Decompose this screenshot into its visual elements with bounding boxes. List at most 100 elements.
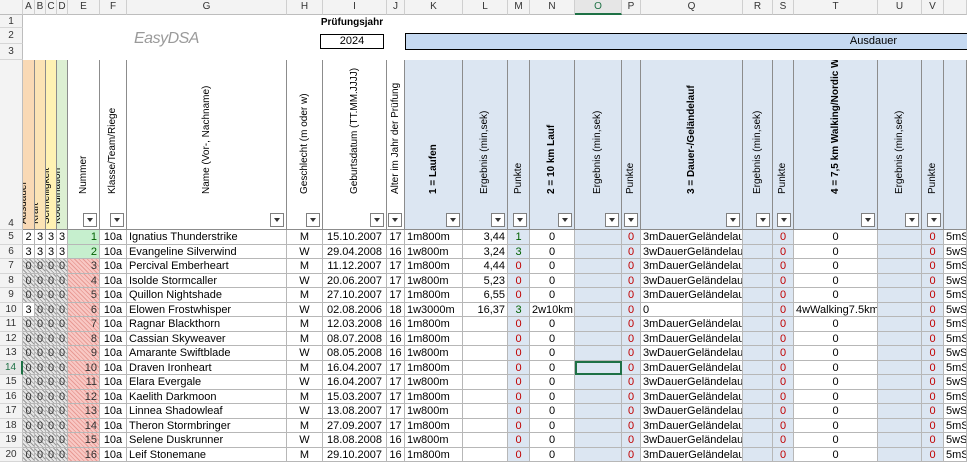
row-header[interactable]: 17 — [0, 404, 23, 419]
cell-m[interactable]: 0 — [508, 259, 530, 274]
student-number[interactable]: 1 — [68, 230, 100, 245]
cell-n[interactable]: 0 — [530, 448, 575, 462]
column-header-U[interactable]: U — [878, 0, 922, 15]
cell-m[interactable]: 0 — [508, 274, 530, 289]
cell-t[interactable]: 0 — [794, 390, 878, 405]
cell-j[interactable]: 16 — [387, 332, 405, 347]
column-header-T[interactable]: T — [794, 0, 878, 15]
cell-u[interactable] — [878, 288, 922, 303]
cell-s[interactable]: 0 — [773, 361, 794, 376]
column-header-H[interactable]: H — [287, 0, 323, 15]
cell-q[interactable]: 0 — [641, 303, 743, 318]
cell-t[interactable]: 0 — [794, 375, 878, 390]
cell-v[interactable]: 0 — [922, 375, 944, 390]
cell-v[interactable]: 0 — [922, 419, 944, 434]
cell-m[interactable]: 0 — [508, 361, 530, 376]
student-name[interactable]: Ragnar Blackthorn — [127, 317, 287, 332]
cell-r[interactable] — [743, 361, 773, 376]
cell-u[interactable] — [878, 245, 922, 260]
cell-d[interactable]: 0 — [57, 346, 68, 361]
cell-n[interactable]: 2w10km — [530, 303, 575, 318]
column-header-S[interactable]: S — [773, 0, 794, 15]
cell-n[interactable]: 0 — [530, 375, 575, 390]
cell-r[interactable] — [743, 448, 773, 462]
cell-o[interactable] — [575, 245, 622, 260]
cell-k[interactable]: 1w800m — [405, 433, 463, 448]
cell-d[interactable]: 0 — [57, 303, 68, 318]
cell-a[interactable]: 3 — [23, 245, 35, 260]
cell-b[interactable]: 0 — [35, 404, 46, 419]
cell-f[interactable]: 10a — [100, 390, 127, 405]
cell-o[interactable] — [575, 404, 622, 419]
cell-t[interactable]: 0 — [794, 346, 878, 361]
cell-b[interactable]: 0 — [35, 375, 46, 390]
cell-b[interactable]: 0 — [35, 419, 46, 434]
cell-s[interactable]: 0 — [773, 404, 794, 419]
cell-v[interactable]: 0 — [922, 448, 944, 462]
cell-j[interactable]: 17 — [387, 259, 405, 274]
cell-r[interactable] — [743, 332, 773, 347]
cell-i[interactable]: 08.07.2008 — [323, 332, 387, 347]
student-name[interactable]: Amarante Swiftblade — [127, 346, 287, 361]
column-header-Q[interactable]: Q — [641, 0, 743, 15]
cell-q[interactable]: 3mDauerGeländelauf — [641, 390, 743, 405]
cell-k[interactable]: 1m800m — [405, 288, 463, 303]
cell-k[interactable]: 1m800m — [405, 259, 463, 274]
row-header[interactable]: 2 — [0, 28, 23, 44]
student-name[interactable]: Selene Duskrunner — [127, 433, 287, 448]
cell-w[interactable]: 5wSc — [944, 375, 967, 390]
cell-c[interactable]: 0 — [46, 433, 57, 448]
select-all-corner[interactable] — [0, 0, 23, 15]
cell-r[interactable] — [743, 346, 773, 361]
cell-t[interactable]: 0 — [794, 274, 878, 289]
cell-o[interactable] — [575, 230, 622, 245]
row-header[interactable]: 8 — [0, 274, 23, 289]
active-cell[interactable] — [575, 361, 622, 376]
cell-l[interactable] — [463, 375, 508, 390]
cell-j[interactable]: 16 — [387, 317, 405, 332]
cell-t[interactable]: 0 — [794, 230, 878, 245]
cell-v[interactable]: 0 — [922, 404, 944, 419]
cell-s[interactable]: 0 — [773, 332, 794, 347]
cell-c[interactable]: 0 — [46, 332, 57, 347]
cell-b[interactable]: 3 — [35, 230, 46, 245]
cell-k[interactable]: 1m800m — [405, 419, 463, 434]
cell-f[interactable]: 10a — [100, 361, 127, 376]
cell-j[interactable]: 17 — [387, 404, 405, 419]
cell-w[interactable]: 5wSc — [944, 245, 967, 260]
cell-d[interactable]: 0 — [57, 259, 68, 274]
student-name[interactable]: Elowen Frostwhisper — [127, 303, 287, 318]
student-number[interactable]: 12 — [68, 390, 100, 405]
cell-s[interactable]: 0 — [773, 448, 794, 462]
column-header-M[interactable]: M — [508, 0, 530, 15]
cell-l[interactable]: 6,55 — [463, 288, 508, 303]
cell-p[interactable]: 0 — [622, 245, 641, 260]
cell-r[interactable] — [743, 375, 773, 390]
cell-o[interactable] — [575, 274, 622, 289]
cell-h[interactable]: M — [287, 448, 323, 462]
cell-u[interactable] — [878, 317, 922, 332]
cell-l[interactable]: 4,44 — [463, 259, 508, 274]
cell-d[interactable]: 3 — [57, 245, 68, 260]
cell-k[interactable]: 1m800m — [405, 361, 463, 376]
cell-w[interactable]: 5wSc — [944, 303, 967, 318]
filter-dropdown-button[interactable] — [83, 213, 97, 227]
cell-l[interactable] — [463, 433, 508, 448]
cell-u[interactable] — [878, 361, 922, 376]
cell-v[interactable]: 0 — [922, 433, 944, 448]
cell-n[interactable]: 0 — [530, 288, 575, 303]
cell-i[interactable]: 18.08.2008 — [323, 433, 387, 448]
column-header-D[interactable]: D — [57, 0, 68, 15]
cell-l[interactable]: 16,37 — [463, 303, 508, 318]
cell-i[interactable]: 16.04.2007 — [323, 375, 387, 390]
cell-s[interactable]: 0 — [773, 433, 794, 448]
cell-n[interactable]: 0 — [530, 346, 575, 361]
cell-a[interactable]: 0 — [23, 274, 35, 289]
cell-f[interactable]: 10a — [100, 433, 127, 448]
cell-f[interactable]: 10a — [100, 288, 127, 303]
student-name[interactable]: Cassian Skyweaver — [127, 332, 287, 347]
cell-w[interactable]: 5mSc — [944, 259, 967, 274]
cell-b[interactable]: 0 — [35, 448, 46, 462]
cell-r[interactable] — [743, 288, 773, 303]
cell-t[interactable]: 4wWalking7.5km — [794, 303, 878, 318]
